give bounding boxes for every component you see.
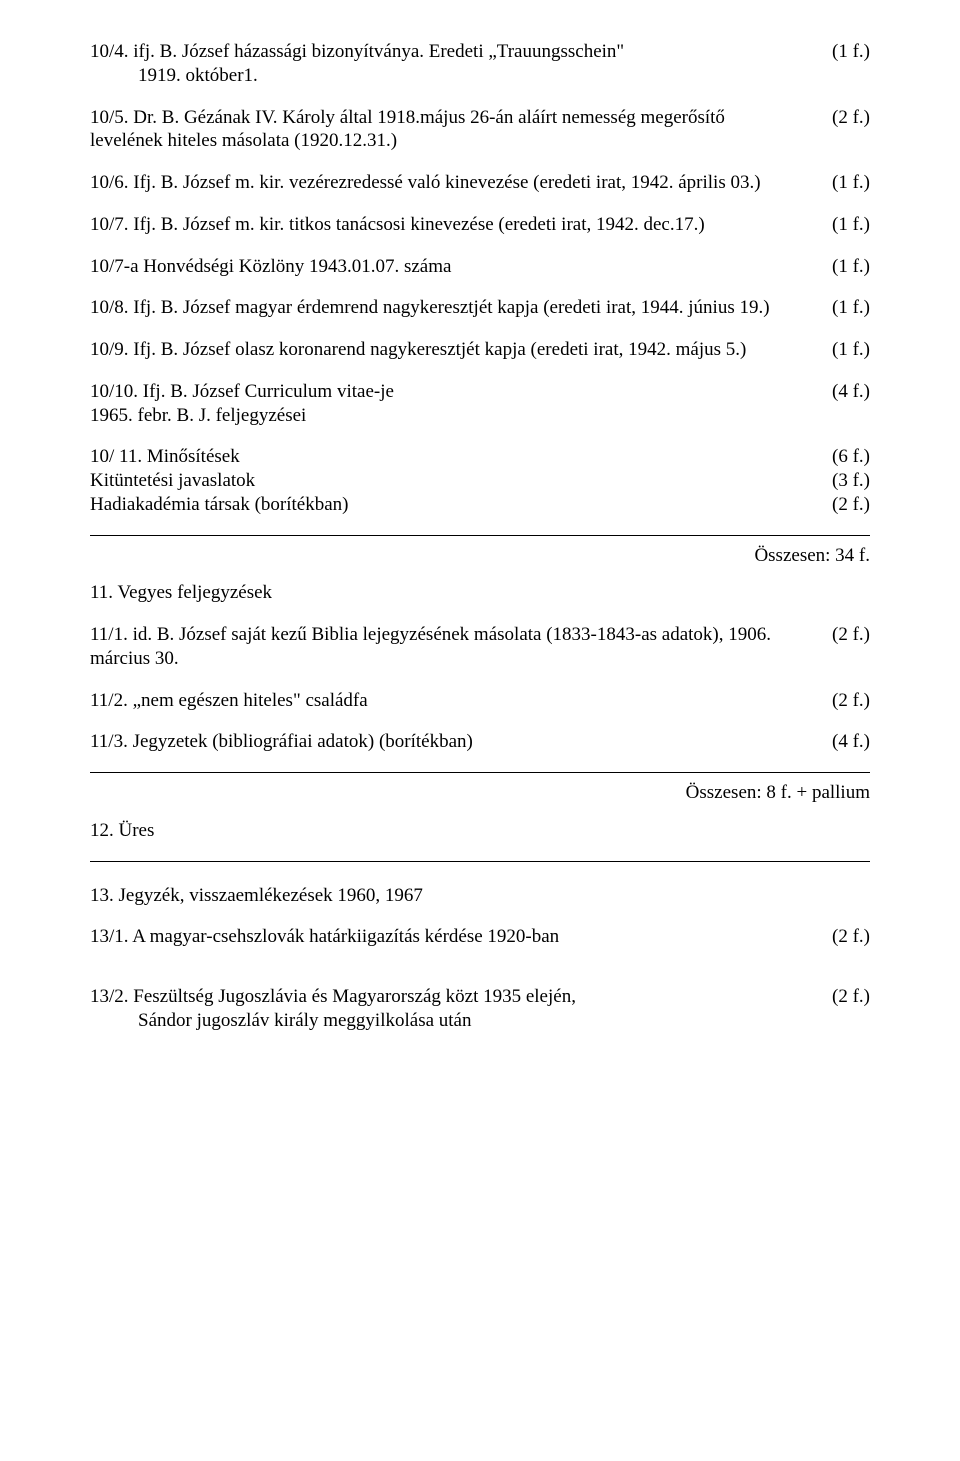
total-line: Összesen: 8 f. + pallium [90,781,870,805]
list-item: 10/7. Ifj. B. József m. kir. titkos taná… [90,213,870,237]
entry-count: (2 f.) [832,623,870,647]
entry-text: 11/3. Jegyzetek (bibliográfiai adatok) (… [90,730,832,754]
entry-count: (6 f.) [832,445,870,469]
list-item: 10/10. Ifj. B. József Curriculum vitae-j… [90,380,870,428]
entry-count: (1 f.) [832,213,870,237]
entry-text: 10/ 11. Minősítések [90,445,832,469]
list-item: 10/5. Dr. B. Gézának IV. Károly által 19… [90,106,870,154]
entry-text: 10/5. Dr. B. Gézának IV. Károly által 19… [90,106,832,154]
entry-text: 10/4. ifj. B. József házassági bizonyítv… [90,40,792,64]
entry-text: 10/8. Ifj. B. József magyar érdemrend na… [90,296,832,320]
entry-text: 13/1. A magyar-csehszlovák határkiigazít… [90,925,832,949]
list-item-multi: 10/ 11. Minősítések(6 f.) Kitüntetési ja… [90,445,870,516]
entry-count: (3 f.) [832,469,870,493]
list-item: 10/8. Ifj. B. József magyar érdemrend na… [90,296,870,320]
entry-text: 10/10. Ifj. B. József Curriculum vitae-j… [90,380,792,404]
list-item: 11/2. „nem egészen hiteles" családfa (2 … [90,689,870,713]
entry-text-indent: Sándor jugoszláv király meggyilkolása ut… [90,1009,792,1033]
entry-text: 10/7-a Honvédségi Közlöny 1943.01.07. sz… [90,255,832,279]
entry-count: (1 f.) [832,296,870,320]
entry-text: 10/9. Ifj. B. József olasz koronarend na… [90,338,832,362]
entry-count: (1 f.) [832,171,870,195]
list-item: 13/2. Feszültség Jugoszlávia és Magyaror… [90,985,870,1033]
divider [90,772,870,773]
section-heading: 12. Üres [90,819,870,843]
entry-count: (1 f.) [832,338,870,362]
list-item: 11/3. Jegyzetek (bibliográfiai adatok) (… [90,730,870,754]
entry-text: 11/2. „nem egészen hiteles" családfa [90,689,832,713]
entry-text-extra: 1965. febr. B. J. feljegyzései [90,404,792,428]
entry-count: (2 f.) [832,985,870,1009]
entry-count: (4 f.) [832,730,870,754]
list-item: 10/4. ifj. B. József házassági bizonyítv… [90,40,870,88]
list-item: 11/1. id. B. József saját kezű Biblia le… [90,623,870,671]
entry-count: (2 f.) [832,689,870,713]
entry-count: (2 f.) [832,106,870,130]
divider [90,535,870,536]
entry-text: 10/6. Ifj. B. József m. kir. vezérezrede… [90,171,832,195]
section-heading: 13. Jegyzék, visszaemlékezések 1960, 196… [90,884,870,908]
entry-text: Kitüntetési javaslatok [90,469,832,493]
list-item: 10/9. Ifj. B. József olasz koronarend na… [90,338,870,362]
list-item: 13/1. A magyar-csehszlovák határkiigazít… [90,925,870,949]
entry-count: (2 f.) [832,493,870,517]
total-line: Összesen: 34 f. [90,544,870,568]
entry-text: 11/1. id. B. József saját kezű Biblia le… [90,623,832,671]
entry-count: (2 f.) [832,925,870,949]
entry-text: 13/2. Feszültség Jugoszlávia és Magyaror… [90,985,792,1009]
entry-count: (1 f.) [832,255,870,279]
entry-text-indent: 1919. október1. [90,64,792,88]
entry-count: (1 f.) [832,40,870,64]
entry-text: Hadiakadémia társak (borítékban) [90,493,832,517]
entry-text: 10/7. Ifj. B. József m. kir. titkos taná… [90,213,832,237]
list-item: 10/6. Ifj. B. József m. kir. vezérezrede… [90,171,870,195]
section-heading: 11. Vegyes feljegyzések [90,581,870,605]
divider [90,861,870,862]
entry-count: (4 f.) [832,380,870,404]
list-item: 10/7-a Honvédségi Közlöny 1943.01.07. sz… [90,255,870,279]
